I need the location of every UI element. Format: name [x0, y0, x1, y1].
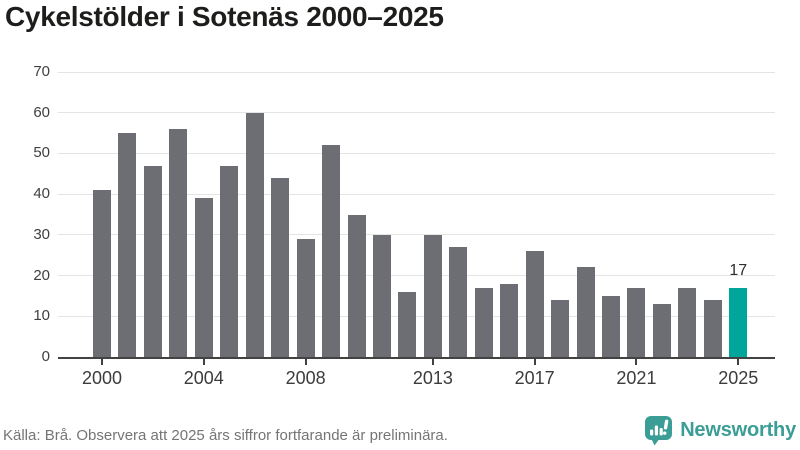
- bar-2021: [627, 287, 646, 357]
- y-axis-label: 0: [41, 348, 50, 365]
- bar-2000: [93, 190, 111, 357]
- highlight-value-label: 17: [729, 261, 748, 279]
- bar-2023: [678, 287, 697, 357]
- newsworthy-logo: Newsworthy: [644, 415, 796, 446]
- gridline-20: [58, 275, 775, 277]
- bar-2024: [703, 300, 722, 357]
- chart-title: Cykelstölder i Sotenäs 2000–2025: [5, 1, 444, 32]
- y-axis-label: 50: [33, 144, 50, 162]
- newsworthy-logo-icon: [644, 415, 673, 446]
- x-axis-label: 2025: [718, 368, 759, 388]
- bar-2002: [143, 165, 162, 357]
- x-axis-tick-2017: [533, 359, 536, 365]
- bar-2008: [296, 238, 315, 357]
- y-axis-label: 60: [33, 103, 50, 121]
- bar-2009: [322, 145, 341, 357]
- gridline-40: [58, 193, 775, 195]
- x-axis-label: 2017: [514, 368, 555, 388]
- x-axis-tick-2013: [431, 359, 434, 365]
- bar-2022: [652, 304, 671, 357]
- gridline-30: [58, 234, 775, 236]
- bar-2001: [118, 133, 137, 357]
- x-axis-tick-2021: [635, 359, 638, 365]
- plot-area: 0 10 20 30 40 50 60 70 2000 2004 2008 2013 2017 2021 2…: [33, 63, 775, 388]
- x-axis-label: 2000: [81, 368, 123, 388]
- bar-2020: [602, 295, 620, 357]
- bar-2019: [576, 267, 595, 357]
- y-axis-label: 30: [33, 225, 50, 243]
- y-axis-label: 10: [33, 307, 50, 325]
- newsworthy-logo-text: Newsworthy: [680, 419, 796, 441]
- bar-2017: [525, 251, 544, 357]
- x-axis-tick-2025: [737, 359, 740, 365]
- x-axis-label: 2021: [616, 368, 657, 388]
- y-axis-label: 70: [33, 63, 50, 80]
- x-axis-label: 2004: [183, 368, 224, 388]
- bar-2011: [372, 234, 391, 357]
- bar-2005: [220, 165, 239, 357]
- bar-2013: [423, 234, 442, 357]
- bar-2015: [474, 287, 493, 357]
- bar-2025: [729, 287, 748, 357]
- x-axis-tick-2008: [304, 359, 307, 365]
- bar-2006: [245, 112, 264, 357]
- x-axis-label: 2008: [285, 368, 326, 388]
- bar-2014: [449, 247, 468, 357]
- y-axis-label: 40: [33, 185, 50, 203]
- bar-2018: [551, 300, 570, 357]
- bar-2004: [194, 198, 213, 357]
- bar-2007: [271, 177, 290, 357]
- x-axis-line: [58, 357, 775, 359]
- bar-2012: [398, 291, 417, 357]
- source-note: Källa: Brå. Observera att 2025 års siffr…: [3, 427, 448, 444]
- x-axis-tick-2004: [202, 359, 205, 365]
- gridline-60: [58, 112, 775, 114]
- bar-2010: [347, 214, 366, 357]
- gridline-50: [58, 152, 775, 154]
- gridline-70: [58, 71, 775, 73]
- x-axis-tick-2000: [101, 359, 103, 365]
- bar-2016: [500, 283, 519, 357]
- gridline-10: [58, 315, 775, 317]
- x-axis-label: 2013: [412, 368, 453, 388]
- y-axis-label: 20: [33, 266, 50, 284]
- bar-2003: [169, 129, 188, 357]
